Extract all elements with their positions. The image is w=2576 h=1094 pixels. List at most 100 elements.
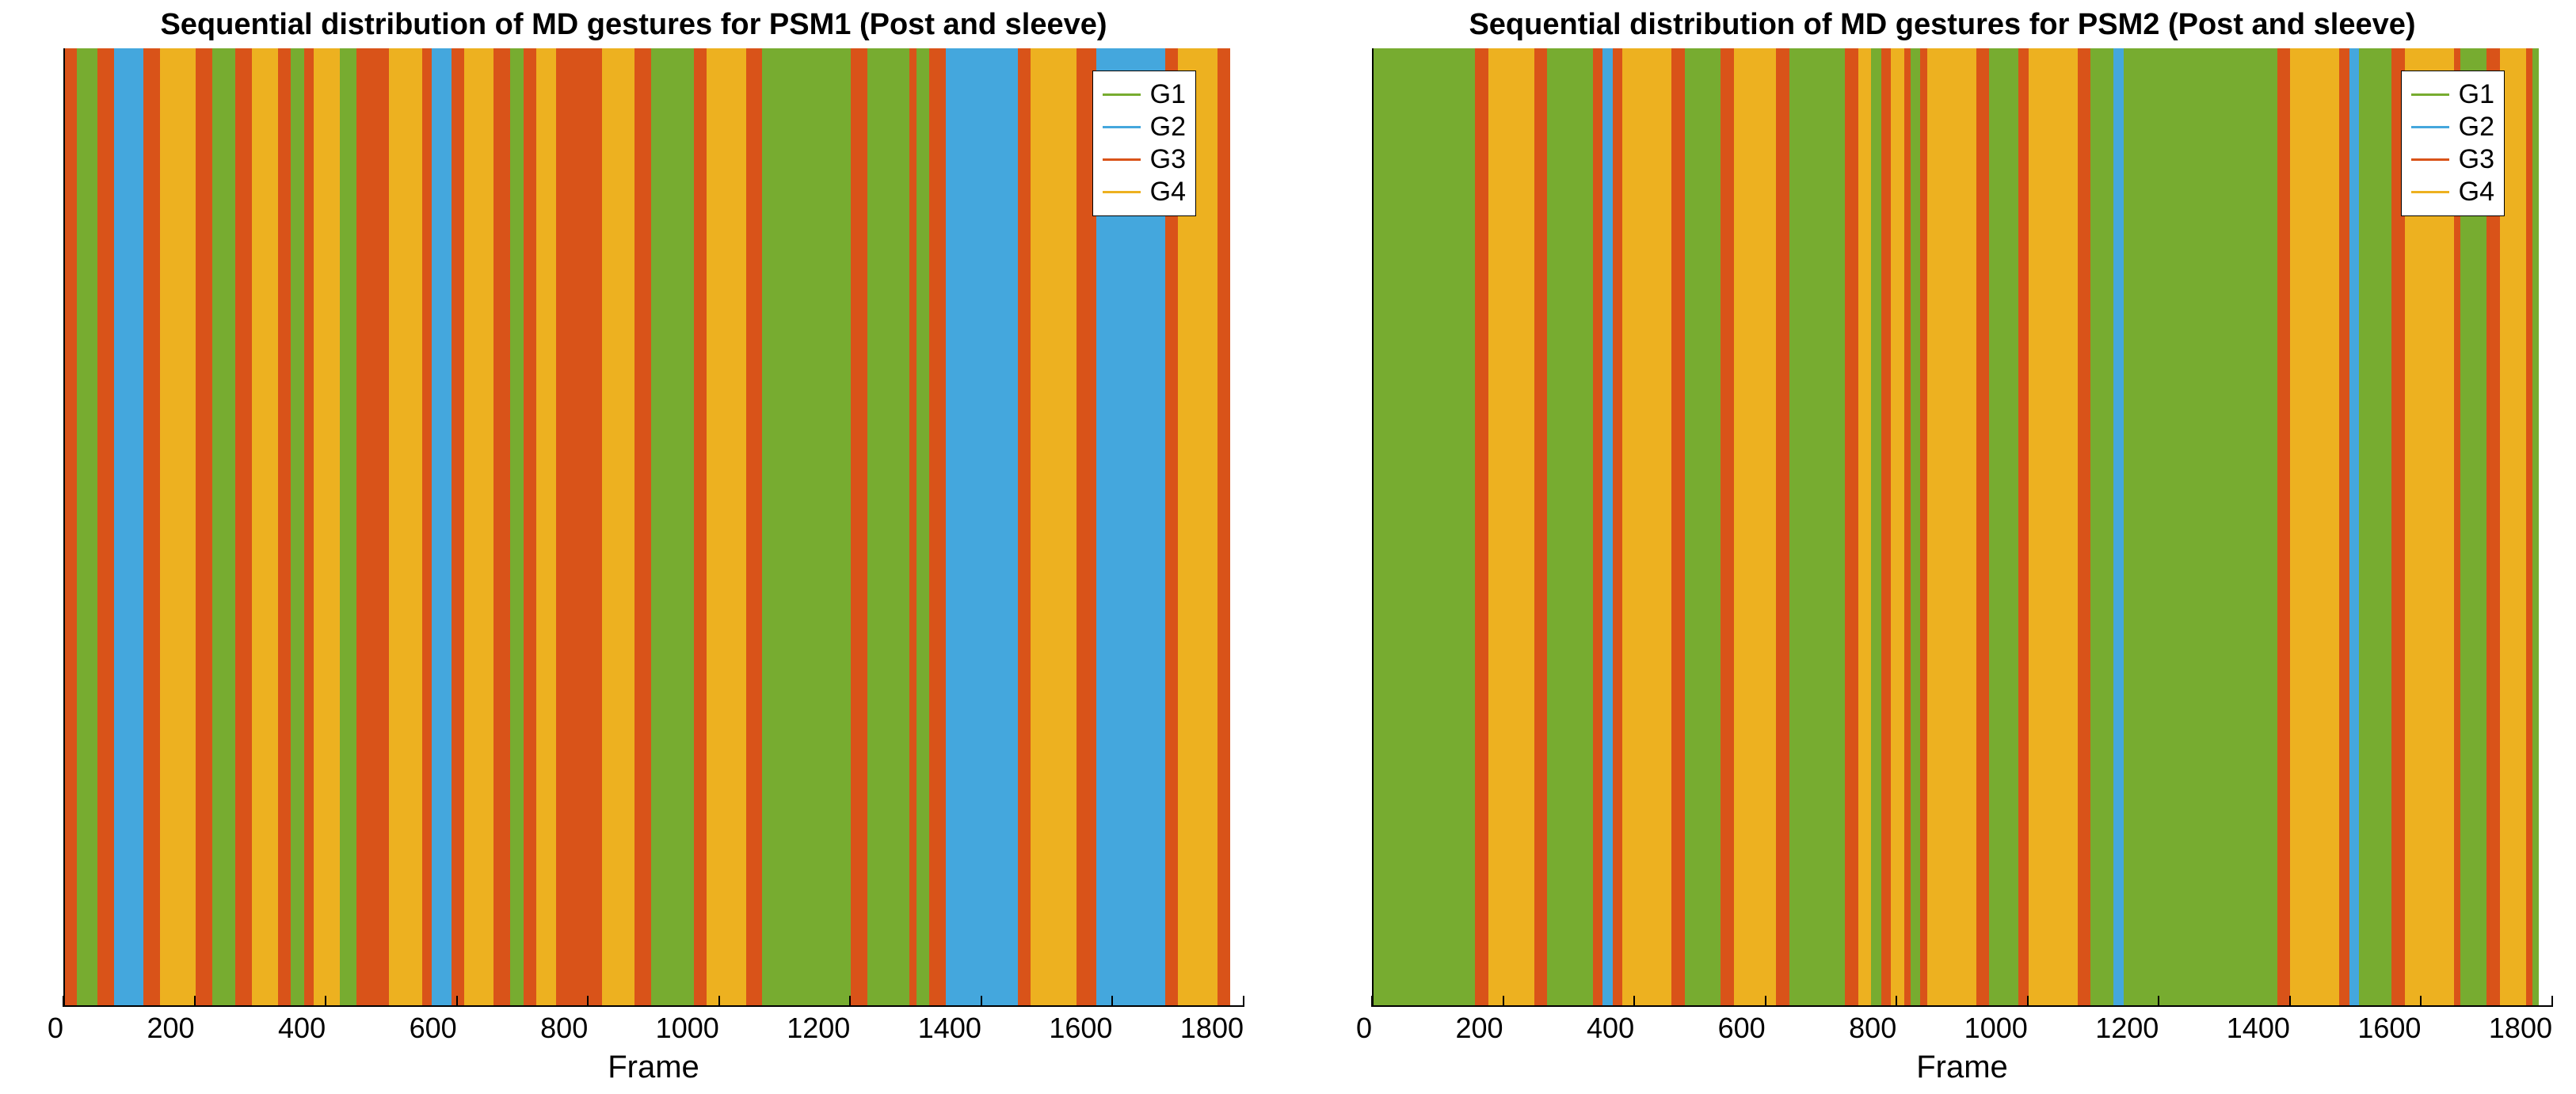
legend-swatch-g3: [2411, 158, 2449, 161]
segment-g3: [634, 48, 651, 1005]
segment-g3: [493, 48, 510, 1005]
segment-g3: [1976, 48, 1990, 1005]
x-tick-mark: [2289, 996, 2291, 1007]
x-tick-mark: [2158, 996, 2159, 1007]
x-tick-label: 800: [1849, 1012, 1896, 1045]
segment-g1: [2532, 48, 2539, 1005]
segment-g1: [340, 48, 356, 1005]
segment-g4: [602, 48, 634, 1005]
segment-g4: [2029, 48, 2078, 1005]
segment-g4: [314, 48, 340, 1005]
segment-g4: [536, 48, 556, 1005]
segment-g1: [2359, 48, 2391, 1005]
segment-g3: [1920, 48, 1926, 1005]
segment-g3: [143, 48, 160, 1005]
segment-g3: [524, 48, 537, 1005]
legend-label-g4: G4: [1150, 177, 1186, 208]
segment-g4: [1891, 48, 1904, 1005]
segment-g4: [1488, 48, 1534, 1005]
segment-g4: [252, 48, 278, 1005]
segment-g2: [2349, 48, 2359, 1005]
legend-label-g1: G1: [2459, 79, 2494, 110]
segment-g1: [2090, 48, 2113, 1005]
segment-g4: [389, 48, 421, 1005]
segment-g3: [851, 48, 867, 1005]
segment-g4: [1031, 48, 1077, 1005]
segment-g1: [1989, 48, 2018, 1005]
segment-g1: [1911, 48, 1920, 1005]
segment-g3: [1218, 48, 1231, 1005]
segment-g1: [867, 48, 910, 1005]
plot-area-psm1: G1G2G3G4: [63, 48, 1244, 1007]
segment-g3: [2526, 48, 2532, 1005]
segment-g3: [2339, 48, 2349, 1005]
legend-psm2: G1G2G3G4: [2401, 71, 2505, 216]
x-axis-label-psm1: Frame: [63, 1050, 1244, 1085]
segment-g2: [2113, 48, 2123, 1005]
x-tick-mark: [194, 996, 196, 1007]
legend-psm1: G1G2G3G4: [1092, 71, 1196, 216]
segment-g3: [278, 48, 292, 1005]
segment-g2: [432, 48, 452, 1005]
segment-g1: [212, 48, 235, 1005]
segment-g3: [2277, 48, 2291, 1005]
legend-label-g3: G3: [1150, 144, 1186, 175]
segment-g1: [291, 48, 304, 1005]
x-tick-mark: [1371, 996, 1373, 1007]
plot-wrapper-psm1: G1G2G3G4 0200400600800100012001400160018…: [16, 48, 1252, 1062]
segment-g4: [1734, 48, 1777, 1005]
segment-g3: [1881, 48, 1891, 1005]
segment-g4: [464, 48, 493, 1005]
legend-swatch-g1: [2411, 93, 2449, 96]
x-tick-mark: [587, 996, 589, 1007]
x-tick-mark: [456, 996, 458, 1007]
segment-g4: [1927, 48, 1976, 1005]
segment-g3: [929, 48, 946, 1005]
x-tick-label: 1400: [2227, 1012, 2290, 1045]
segment-g3: [304, 48, 314, 1005]
legend-item-g1: G1: [1103, 79, 1186, 110]
legend-swatch-g3: [1103, 158, 1141, 161]
segment-g4: [2290, 48, 2339, 1005]
x-tick-mark: [981, 996, 982, 1007]
segment-g2: [114, 48, 143, 1005]
segment-g1: [651, 48, 694, 1005]
legend-item-g2: G2: [2411, 112, 2494, 143]
segment-g3: [97, 48, 114, 1005]
segment-g3: [2078, 48, 2091, 1005]
legend-label-g4: G4: [2459, 177, 2494, 208]
chart-title-psm2: Sequential distribution of MD gestures f…: [1324, 8, 2560, 42]
segment-g1: [510, 48, 524, 1005]
segment-g1: [2124, 48, 2277, 1005]
segment-g3: [1904, 48, 1911, 1005]
segment-g1: [1685, 48, 1721, 1005]
panel-psm1: Sequential distribution of MD gestures f…: [16, 8, 1252, 1062]
segment-g1: [1789, 48, 1845, 1005]
x-tick-label: 200: [147, 1012, 194, 1045]
x-tick-label: 1200: [787, 1012, 850, 1045]
x-axis-label-psm2: Frame: [1372, 1050, 2552, 1085]
segment-g3: [746, 48, 763, 1005]
legend-label-g1: G1: [1150, 79, 1186, 110]
x-tick-mark: [1503, 996, 1504, 1007]
x-tick-label: 600: [1718, 1012, 1766, 1045]
plot-wrapper-psm2: G1G2G3G4 0200400600800100012001400160018…: [1324, 48, 2560, 1062]
legend-swatch-g4: [2411, 191, 2449, 193]
x-tick-mark: [849, 996, 851, 1007]
x-tick-label: 1400: [918, 1012, 981, 1045]
x-tick-mark: [1243, 996, 1244, 1007]
x-tick-label: 1800: [1180, 1012, 1244, 1045]
x-tick-label: 1200: [2095, 1012, 2159, 1045]
segment-g1: [1374, 48, 1475, 1005]
x-ticks-psm1: 020040060080010001200140016001800Frame: [63, 1007, 1244, 1062]
legend-item-g2: G2: [1103, 112, 1186, 143]
legend-swatch-g2: [1103, 126, 1141, 128]
x-tick-mark: [1633, 996, 1635, 1007]
segment-g3: [196, 48, 212, 1005]
legend-label-g2: G2: [1150, 112, 1186, 143]
segment-g3: [1593, 48, 1602, 1005]
segment-g3: [1613, 48, 1622, 1005]
x-tick-mark: [1111, 996, 1113, 1007]
segment-g4: [160, 48, 196, 1005]
segment-g1: [762, 48, 851, 1005]
